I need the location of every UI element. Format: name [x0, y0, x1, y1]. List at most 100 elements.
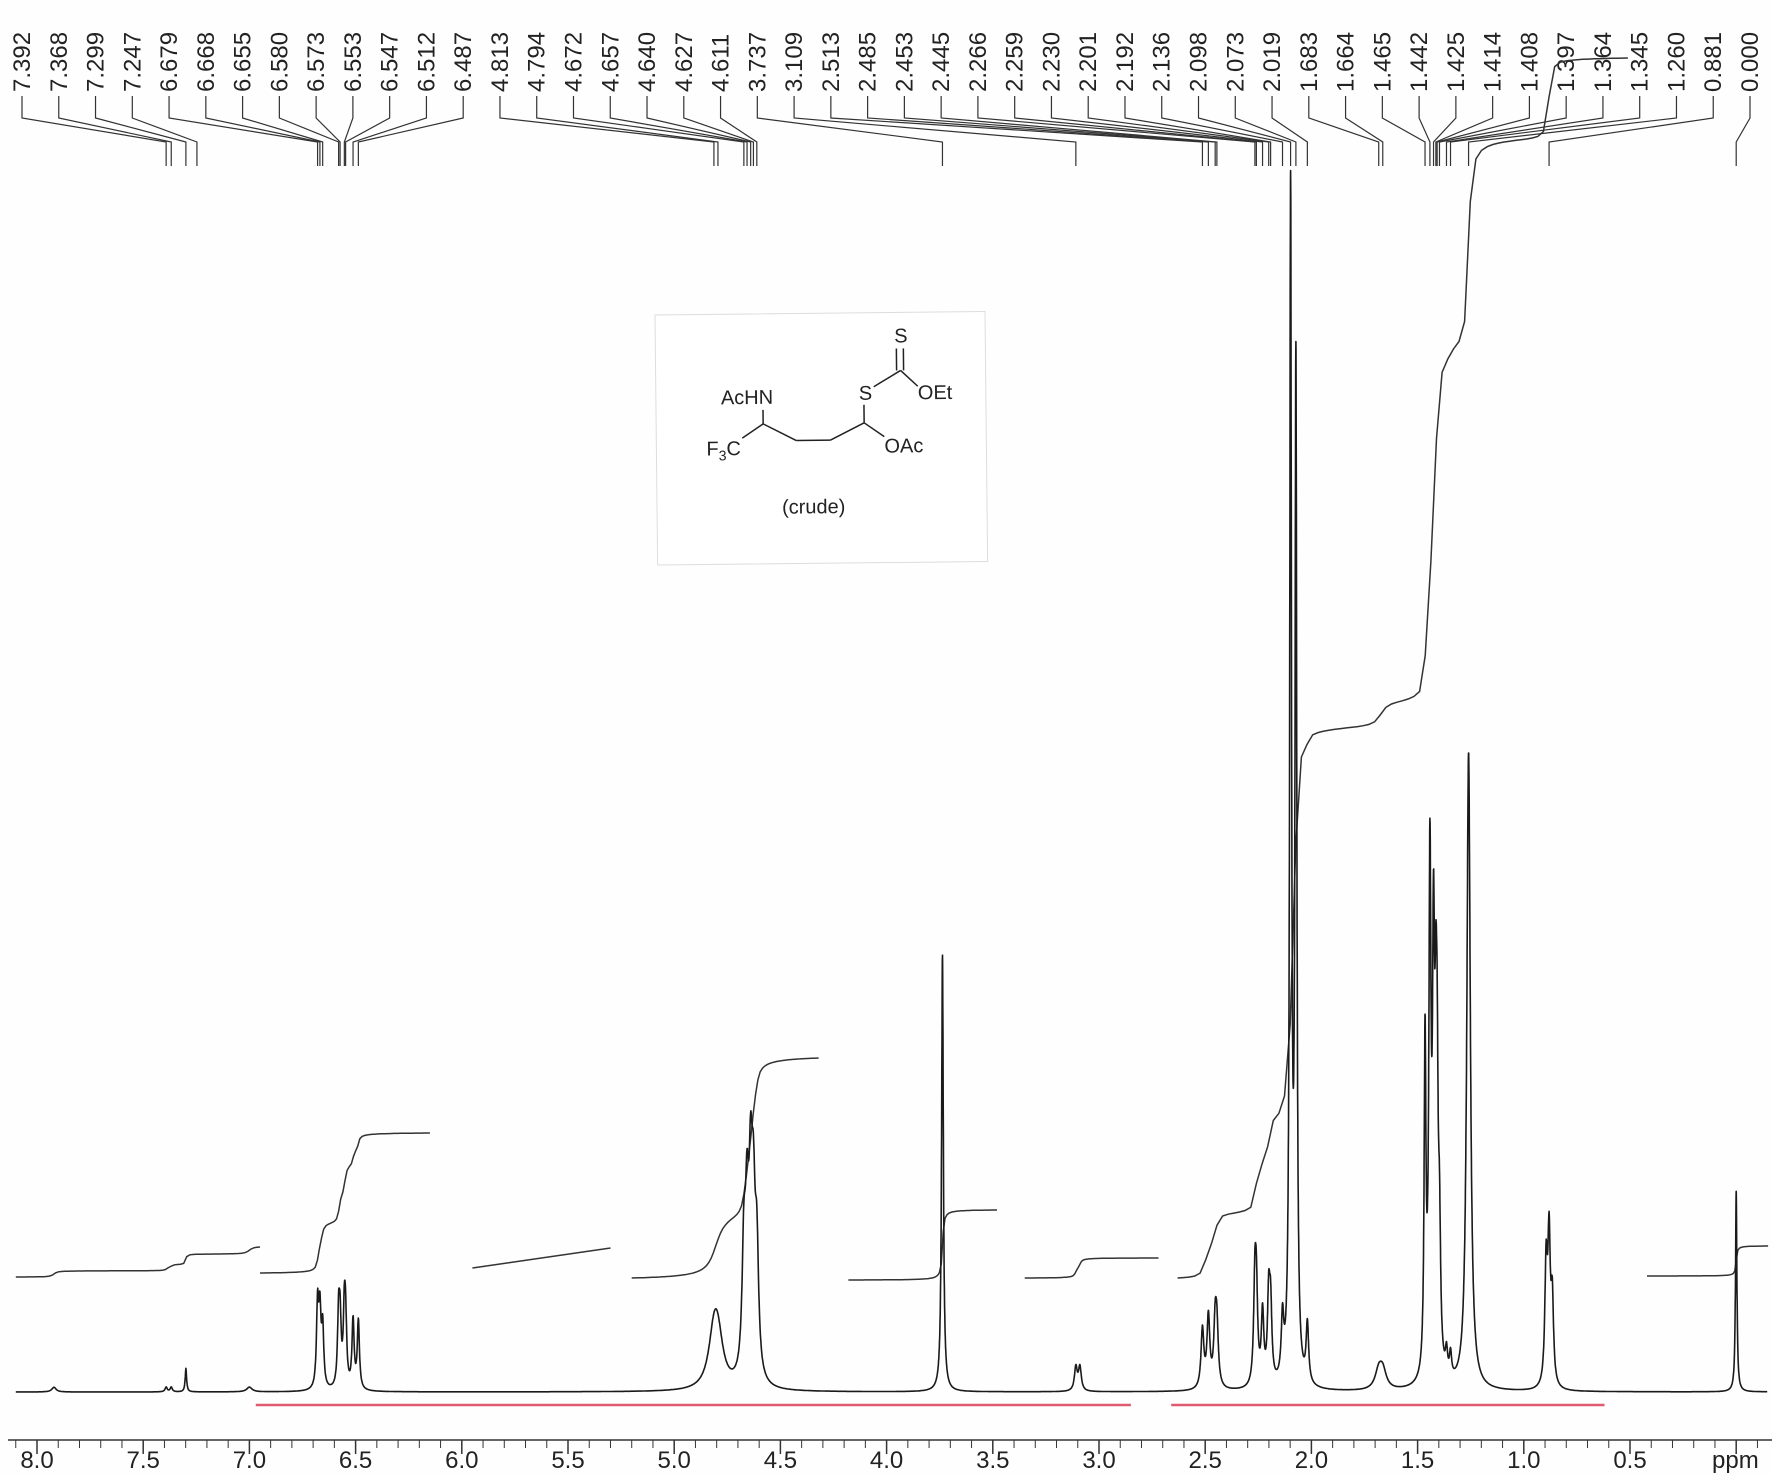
peak-shift-label: 2.453	[891, 32, 918, 92]
peak-leader-line	[1308, 96, 1380, 166]
peak-leader-line	[278, 96, 340, 166]
peak-leader-line	[21, 96, 167, 166]
peak-leader-line	[1436, 96, 1531, 166]
peak-leader-line	[683, 96, 755, 166]
peak-shift-label: 2.230	[1038, 32, 1065, 92]
peak-shift-label: 1.260	[1663, 32, 1690, 92]
peak-shift-label: 3.109	[781, 32, 808, 92]
peak-shift-label: 4.657	[597, 32, 624, 92]
peak-shift-label: 6.668	[193, 32, 220, 92]
peak-shift-label: 6.655	[230, 32, 257, 92]
peak-shift-label: 4.813	[487, 32, 514, 92]
peak-leader-line	[719, 96, 758, 166]
peak-shift-label: 7.247	[119, 32, 146, 92]
peak-shift-label: 1.414	[1480, 32, 1507, 92]
peak-leader-line	[646, 96, 752, 166]
peak-leader-line	[343, 96, 354, 166]
peak-leader-line	[1050, 96, 1264, 166]
thione-sulfur-label: S	[894, 325, 908, 347]
structure-caption: (crude)	[782, 496, 846, 519]
f3c-carbon: C	[726, 438, 741, 460]
peak-leader-line	[903, 96, 1216, 166]
x-tick-label: 2.0	[1295, 1447, 1328, 1474]
peak-leader-line	[131, 96, 198, 166]
peak-shift-label: 2.192	[1112, 32, 1139, 92]
integral-curve	[260, 1132, 430, 1274]
peak-shift-label: 4.672	[560, 32, 587, 92]
acetoxy-label: OAc	[884, 435, 923, 457]
peak-leader-line	[499, 96, 715, 166]
peak-shift-label: 7.299	[83, 32, 110, 92]
x-tick-label: 3.0	[1082, 1447, 1115, 1474]
structure-box	[654, 311, 989, 566]
integral-curve	[1024, 1257, 1159, 1279]
x-axis-tick-labels: 8.0 7.5 7.0 6.5 6.0 5.5 5.0 4.5 4.0 3.5 3.0 2.5 2.0 1…	[20, 1447, 1646, 1474]
peak-leader-line	[536, 96, 719, 166]
x-tick-label: 0.5	[1613, 1447, 1646, 1474]
x-tick-label: 8.0	[20, 1447, 53, 1474]
peak-shift-label: 2.073	[1222, 32, 1249, 92]
peak-leader-line	[756, 96, 944, 166]
ethoxy-label: OEt	[918, 382, 953, 404]
bond-ch-oac	[863, 422, 885, 438]
peak-shift-label: 4.640	[634, 32, 661, 92]
x-tick-label: 5.5	[551, 1447, 584, 1474]
peak-shift-label: 2.485	[855, 32, 882, 92]
peak-leader-line	[793, 96, 1077, 166]
peak-leader-line	[1344, 96, 1384, 166]
peak-leader-line	[572, 96, 745, 166]
x-axis-ticks	[15, 1440, 1758, 1454]
peak-leader-line	[94, 96, 187, 166]
peak-shift-label: 6.580	[266, 32, 293, 92]
peak-shift-label: 2.201	[1075, 32, 1102, 92]
f3c-fluorine: F	[706, 438, 718, 460]
peak-leader-line	[1271, 96, 1308, 166]
trifluoromethyl-label: F3C	[706, 438, 741, 463]
peak-leader-line	[867, 96, 1209, 166]
bond-backbone-3	[829, 422, 865, 441]
peak-leader-line	[168, 96, 319, 166]
peak-leader-line	[1418, 96, 1431, 166]
peak-leader-line	[1381, 96, 1426, 166]
peak-leader-line	[1435, 96, 1494, 166]
integral-curve	[1647, 1245, 1769, 1277]
x-tick-label: 7.0	[233, 1447, 266, 1474]
integral-curve	[1177, 57, 1628, 1279]
peak-label-group: 7.392 7.368 7.299 7.247 6.679 6.668 6.655 6.580…	[9, 32, 1764, 92]
peak-leader-line	[1197, 96, 1292, 166]
integral-curve	[848, 1209, 997, 1281]
x-tick-label: 4.0	[870, 1447, 903, 1474]
peak-shift-label: 4.627	[671, 32, 698, 92]
x-tick-label: 6.5	[339, 1447, 372, 1474]
peak-leader-line	[315, 96, 341, 166]
x-tick-label: 7.5	[127, 1447, 160, 1474]
x-axis: 8.0 7.5 7.0 6.5 6.0 5.5 5.0 4.5 4.0 3.5 3.0 2.5 2.0 1…	[8, 1439, 1772, 1474]
peak-leader-lines	[21, 96, 1751, 166]
peak-leader-line	[1467, 96, 1678, 166]
peak-leader-line	[1548, 96, 1714, 166]
peak-leader-line	[940, 96, 1218, 166]
peak-shift-label: 4.794	[524, 32, 551, 92]
peak-shift-label: 1.442	[1406, 32, 1433, 92]
peak-shift-label: 6.547	[377, 32, 404, 92]
peak-shift-label: 3.737	[744, 32, 771, 92]
peak-leader-line	[345, 96, 391, 166]
peak-shift-label: 1.345	[1627, 32, 1654, 92]
peak-leader-line	[205, 96, 321, 166]
peak-leader-line	[352, 96, 428, 166]
x-tick-label: 1.0	[1507, 1447, 1540, 1474]
peak-shift-label: 6.512	[413, 32, 440, 92]
peak-leader-line	[1161, 96, 1284, 166]
peak-shift-label: 2.098	[1186, 32, 1213, 92]
bond-cf3	[741, 423, 764, 439]
peak-shift-label: 7.392	[9, 32, 36, 92]
peak-leader-line	[1735, 96, 1751, 166]
peak-shift-label: 0.000	[1737, 32, 1764, 92]
peak-shift-label: 1.364	[1590, 32, 1617, 92]
peak-shift-label: 1.465	[1369, 32, 1396, 92]
peak-shift-label: 2.513	[818, 32, 845, 92]
peak-shift-label: 6.573	[303, 32, 330, 92]
peak-leader-line	[1124, 96, 1272, 166]
peak-shift-label: 7.368	[46, 32, 73, 92]
